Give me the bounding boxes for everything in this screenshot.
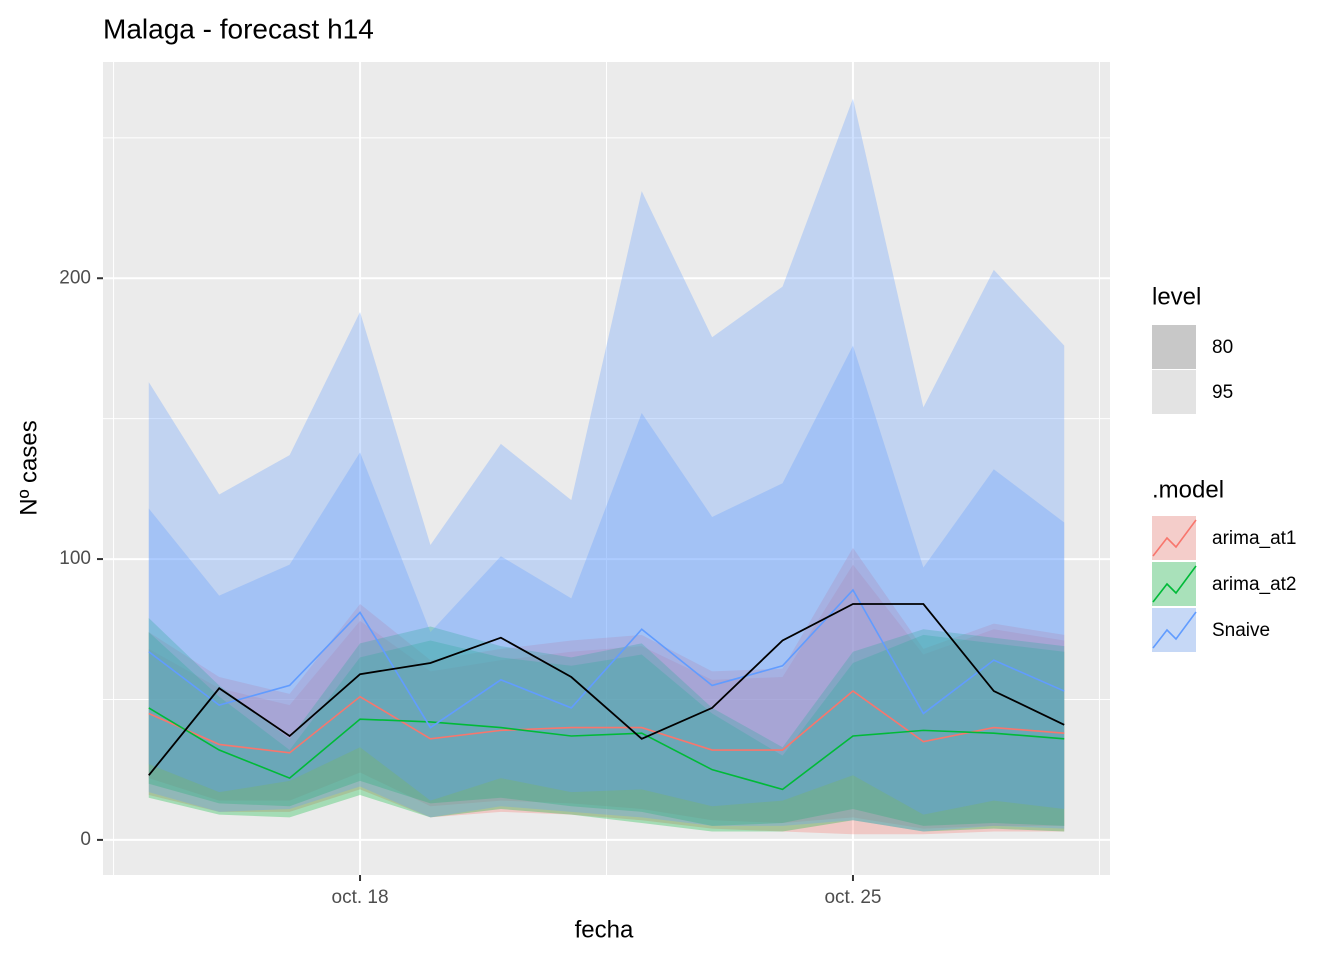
forecast-line bbox=[148, 588, 1065, 729]
legend-key bbox=[1152, 325, 1196, 369]
forecast-line bbox=[148, 707, 1065, 791]
forecast-line bbox=[148, 690, 1065, 754]
legend-key-line bbox=[1152, 611, 1197, 649]
grid bbox=[103, 62, 1110, 875]
legend-title: .model bbox=[1152, 476, 1224, 503]
y-tick-label: 0 bbox=[80, 829, 91, 850]
bands bbox=[148, 98, 1065, 835]
lines bbox=[148, 588, 1065, 791]
legend-key-line bbox=[1152, 565, 1197, 603]
y-axis-label: Nº cases bbox=[15, 420, 42, 515]
legend-key-bg bbox=[1152, 608, 1196, 652]
legend-key-bg bbox=[1152, 516, 1196, 560]
legend-key bbox=[1152, 608, 1196, 652]
axes: 0 100 200 oct. 18 oct. 25 bbox=[59, 267, 881, 908]
interval-band bbox=[148, 632, 1065, 826]
legend-label: Snaive bbox=[1212, 620, 1270, 641]
legend-title: level bbox=[1152, 283, 1201, 310]
legend-key bbox=[1152, 562, 1196, 606]
x-tick-label: oct. 18 bbox=[332, 887, 389, 908]
x-axis-label: fecha bbox=[575, 916, 634, 943]
legend-label: arima_at1 bbox=[1212, 528, 1297, 549]
legend-key bbox=[1152, 516, 1196, 560]
legend-key bbox=[1152, 370, 1196, 414]
legend-key-bg bbox=[1152, 562, 1196, 606]
x-tick-label: oct. 25 bbox=[824, 887, 881, 908]
actual-line bbox=[148, 603, 1065, 776]
chart-title: Malaga - forecast h14 bbox=[103, 13, 374, 44]
legend-label: arima_at2 bbox=[1212, 574, 1297, 595]
legend-label: 80 bbox=[1212, 337, 1233, 358]
interval-band bbox=[148, 345, 1065, 815]
y-tick-label: 200 bbox=[59, 267, 91, 288]
interval-band bbox=[148, 547, 1065, 835]
legend: 80 95 arima_at1 arima_at2 Snaive bbox=[1152, 325, 1297, 652]
interval-band bbox=[148, 564, 1065, 829]
y-tick-label: 100 bbox=[59, 548, 91, 569]
legend-key-line bbox=[1152, 519, 1197, 557]
interval-band bbox=[148, 98, 1065, 832]
legend-label: 95 bbox=[1212, 382, 1233, 403]
